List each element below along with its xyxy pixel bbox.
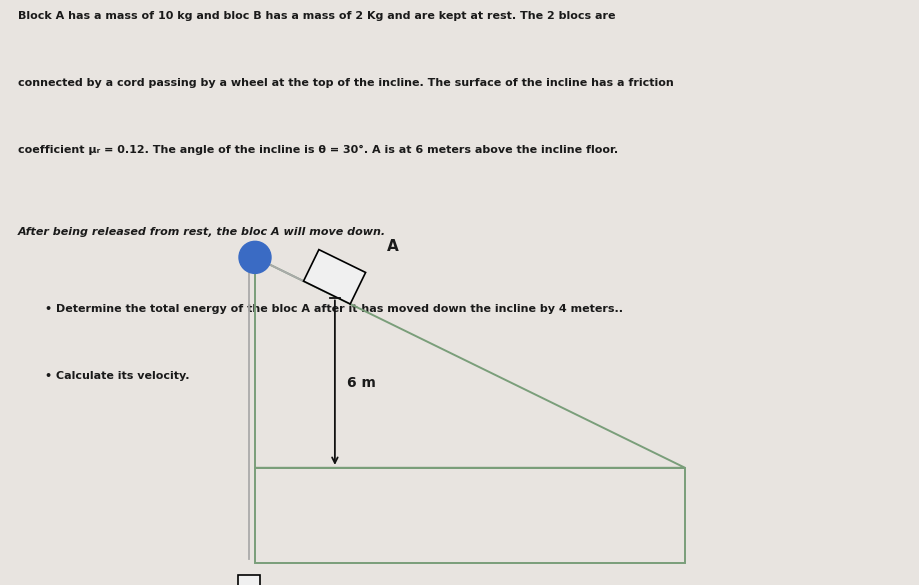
Polygon shape [238,575,260,585]
Text: After being released from rest, the bloc A will move down.: After being released from rest, the bloc… [18,227,386,237]
Polygon shape [303,250,365,304]
Text: coefficient μᵣ = 0.12. The angle of the incline is θ = 30°. A is at 6 meters abo: coefficient μᵣ = 0.12. The angle of the … [18,145,618,155]
Text: • Determine the total energy of the bloc A after it has moved down the incline b: • Determine the total energy of the bloc… [45,304,622,314]
Circle shape [239,242,271,273]
Text: A: A [387,239,399,253]
Text: • Calculate its velocity.: • Calculate its velocity. [45,371,189,381]
Text: 6 m: 6 m [346,376,375,390]
Text: connected by a cord passing by a wheel at the top of the incline. The surface of: connected by a cord passing by a wheel a… [18,78,674,88]
Text: Block A has a mass of 10 kg and bloc B has a mass of 2 Kg and are kept at rest. : Block A has a mass of 10 kg and bloc B h… [18,11,615,21]
